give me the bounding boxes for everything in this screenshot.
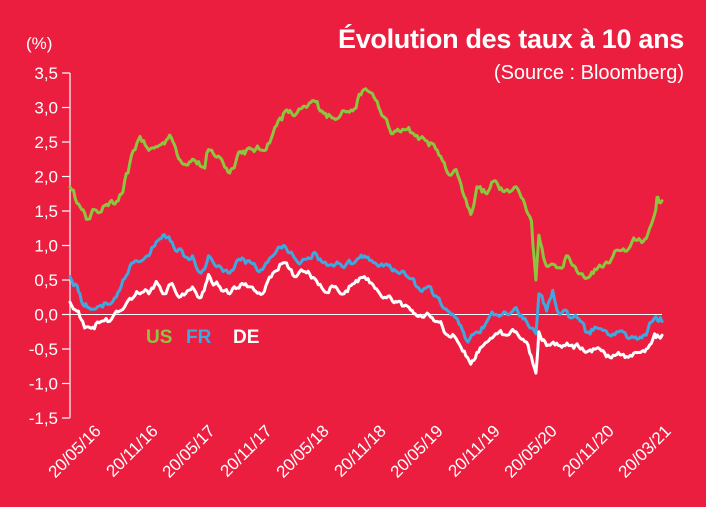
y-tick-label: -1,5 [29, 409, 58, 428]
y-tick-label: 1,5 [34, 202, 58, 221]
x-tick-label: 20/11/20 [558, 421, 617, 480]
series-line-fr [68, 233, 664, 344]
x-tick-label: 20/05/16 [45, 421, 105, 481]
series-line-de [68, 261, 664, 375]
x-tick-label: 20/05/18 [273, 421, 333, 481]
y-tick-label: 3,0 [34, 99, 58, 118]
x-tick-label: 20/05/19 [387, 421, 447, 481]
x-tick-label: 20/05/17 [159, 421, 219, 481]
chart-title: Évolution des taux à 10 ans [337, 24, 684, 54]
x-tick-label: 20/11/19 [444, 421, 503, 480]
series-line-us [68, 87, 664, 282]
x-tick-label: 20/11/17 [216, 421, 275, 480]
y-tick-label: 0,5 [34, 271, 58, 290]
y-axis-unit: (%) [26, 34, 53, 53]
y-tick-label: 2,5 [34, 133, 58, 152]
y-tick-label: -0,5 [29, 340, 58, 359]
y-tick-label: 0,0 [34, 306, 58, 325]
x-tick-label: 20/11/18 [330, 421, 389, 480]
x-tick-label: 20/11/16 [102, 421, 161, 480]
x-tick-label: 20/03/21 [615, 421, 675, 481]
y-tick-label: 2,0 [34, 168, 58, 187]
y-tick-label: 1,0 [34, 237, 58, 256]
legend-us: US [146, 327, 172, 348]
y-tick-label: 3,5 [34, 64, 58, 83]
x-tick-label: 20/05/20 [501, 421, 561, 481]
chart-subtitle: (Source : Bloomberg) [493, 62, 684, 84]
legend-de: DE [233, 327, 259, 348]
y-tick-label: -1,0 [29, 375, 58, 394]
legend-fr: FR [186, 327, 212, 348]
